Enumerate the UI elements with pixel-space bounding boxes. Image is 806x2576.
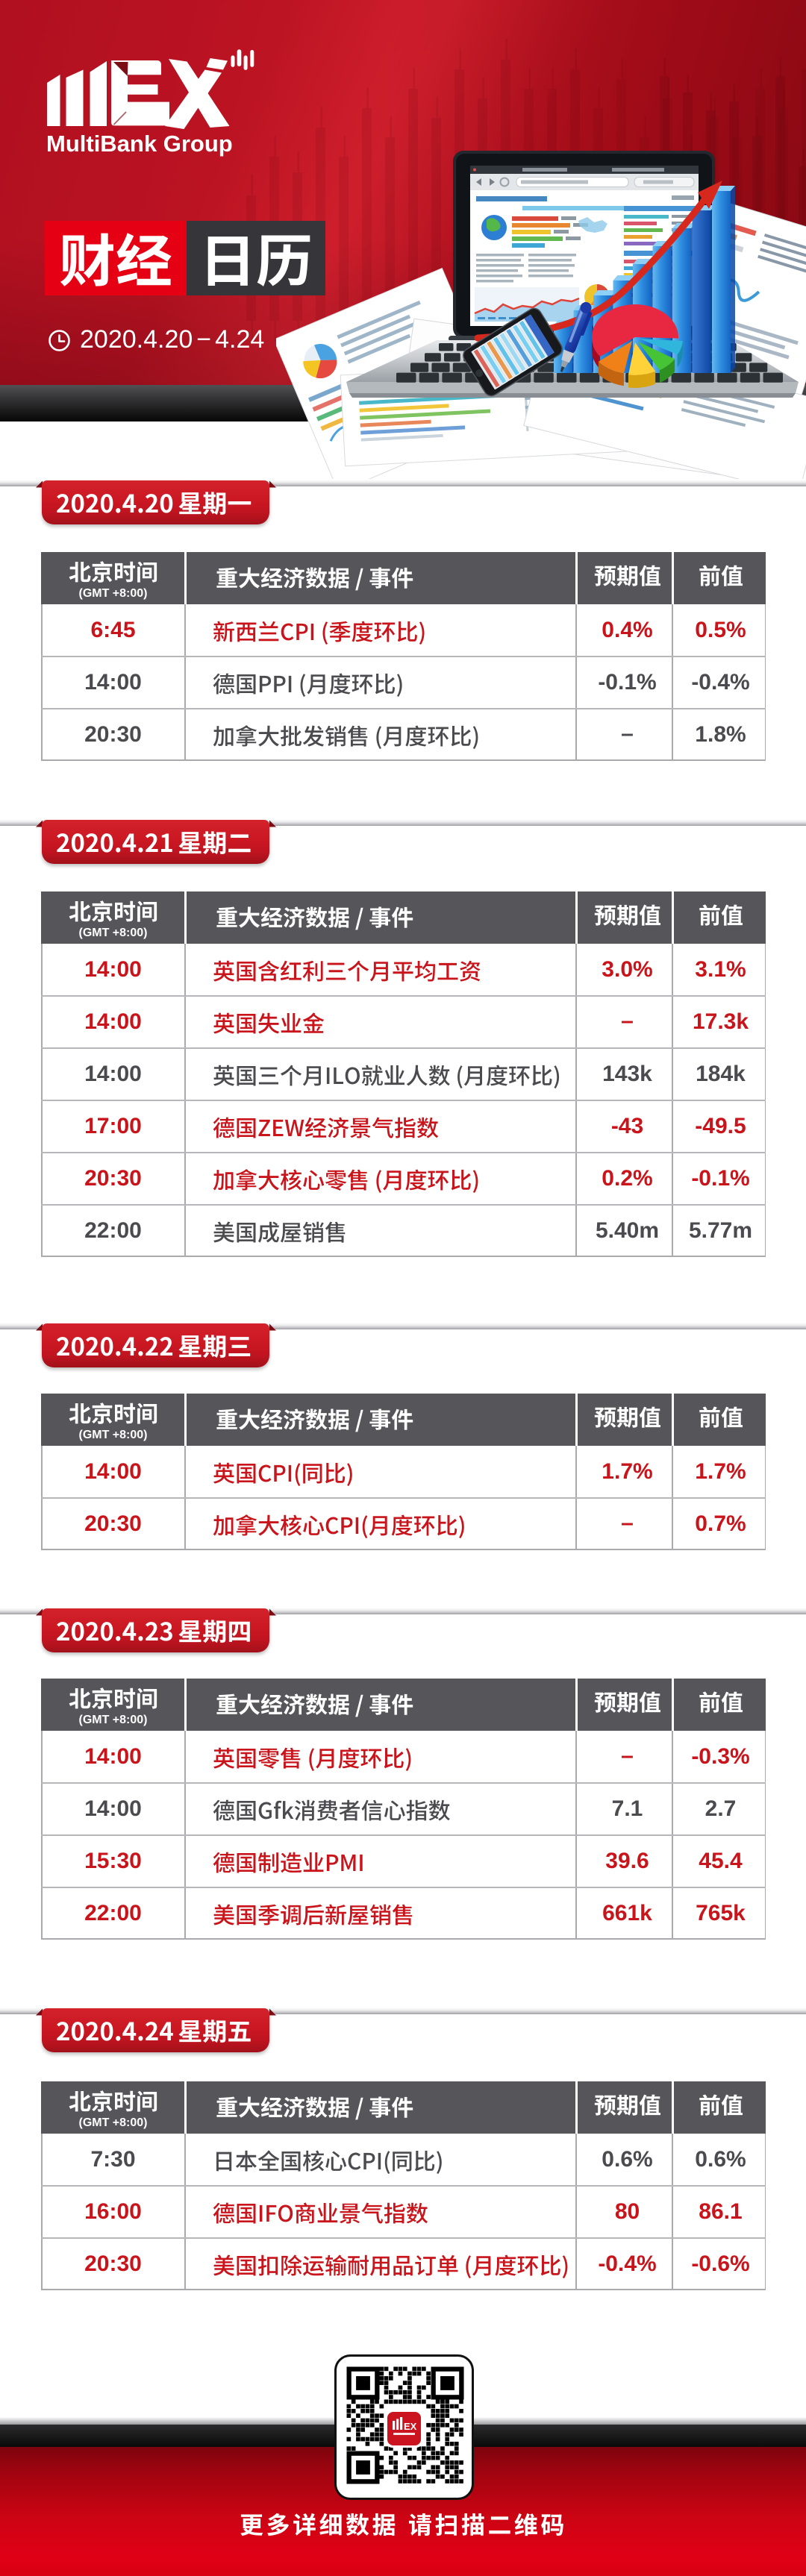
svg-text:EX: EX (404, 2421, 417, 2432)
